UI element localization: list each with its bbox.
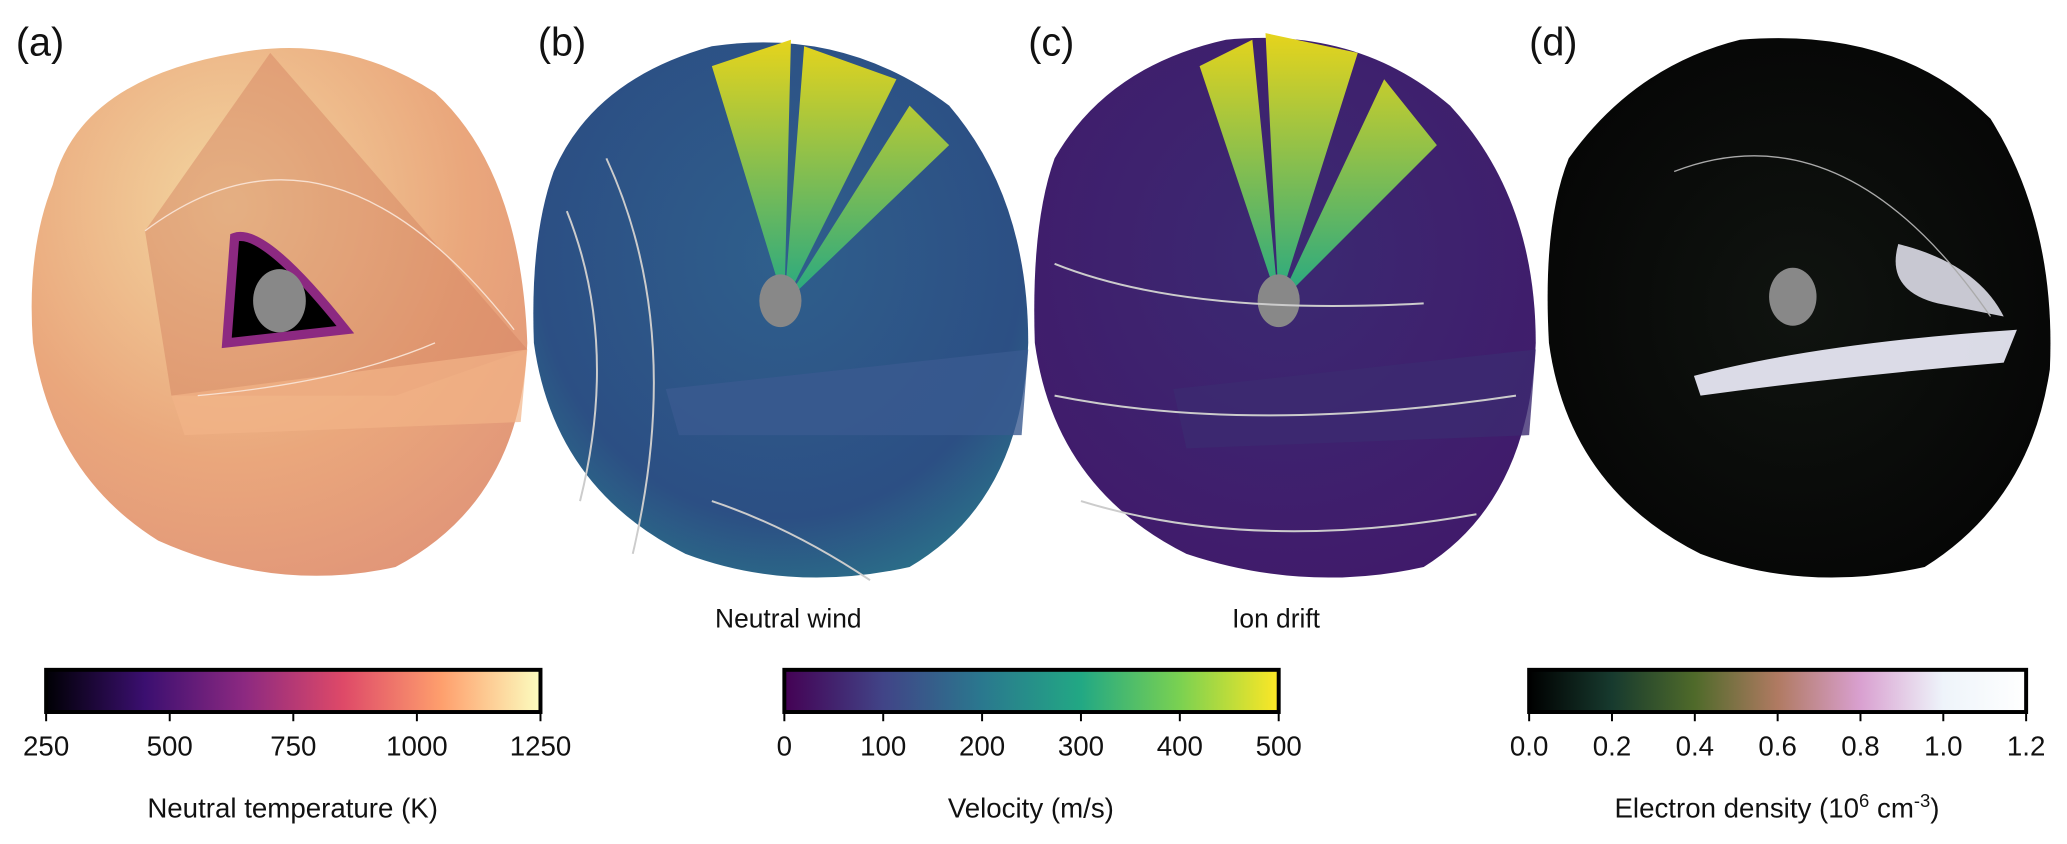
panel-label: (c) [1028, 21, 1074, 65]
tick-label: 300 [1058, 731, 1104, 762]
panel-label: (b) [538, 21, 586, 65]
tick-label: 0.0 [1510, 731, 1548, 762]
tick-label: 200 [959, 731, 1005, 762]
colorbar-label: Velocity (m/s) [948, 792, 1114, 823]
tick-label: 1000 [386, 731, 448, 762]
tick-label: 400 [1157, 731, 1203, 762]
colorbar [1527, 667, 2029, 714]
tick-label: 0.2 [1593, 731, 1631, 762]
grid-arc [1673, 155, 1992, 317]
density-blob [1895, 244, 2004, 317]
label-part: cm [1869, 792, 1914, 823]
tick-label: 1.2 [2007, 731, 2045, 762]
cutaway-floor [665, 349, 1029, 436]
nucleus [1257, 274, 1300, 328]
panel-caption: Neutral wind [715, 604, 862, 634]
tick-label: 500 [147, 731, 193, 762]
streamline [1054, 262, 1517, 533]
label-sup: 6 [1859, 790, 1869, 811]
tick-label: 250 [23, 731, 69, 762]
nucleus [1769, 267, 1817, 326]
streamline [565, 157, 871, 582]
colorbar-label: Electron density (106 cm-3) [1614, 790, 1939, 824]
label-part: ) [1930, 792, 1939, 823]
tick-label: 0.6 [1758, 731, 1796, 762]
panel-c [1034, 33, 1536, 578]
cutaway-floor [171, 349, 528, 436]
panel-label: (d) [1529, 21, 1577, 65]
panel-d [1547, 38, 2051, 578]
tick-label: 750 [270, 731, 316, 762]
nucleus [759, 274, 802, 328]
tick-label: 500 [1256, 731, 1302, 762]
tick-label: 1250 [510, 731, 572, 762]
panel-caption: Ion drift [1232, 604, 1321, 634]
panel-b [533, 39, 1029, 582]
colorbar-label: Neutral temperature (K) [147, 792, 438, 823]
tick-label: 0.8 [1841, 731, 1879, 762]
tick-label: 1.0 [1924, 731, 1962, 762]
colorbar [782, 667, 1281, 714]
grid-arc [144, 179, 515, 397]
label-sup: -3 [1914, 790, 1930, 811]
density-band [1693, 329, 2017, 396]
wind-fan [711, 39, 950, 304]
nucleus [253, 269, 306, 333]
drift-fan [1199, 33, 1437, 304]
colorbar [44, 667, 543, 714]
label-part: Electron density (10 [1614, 792, 1859, 823]
panel-a [31, 47, 528, 576]
cutaway-floor [1173, 349, 1536, 449]
tick-label: 100 [860, 731, 906, 762]
panel-label: (a) [16, 21, 64, 65]
tick-label: 0 [777, 731, 792, 762]
tick-label: 0.4 [1676, 731, 1714, 762]
